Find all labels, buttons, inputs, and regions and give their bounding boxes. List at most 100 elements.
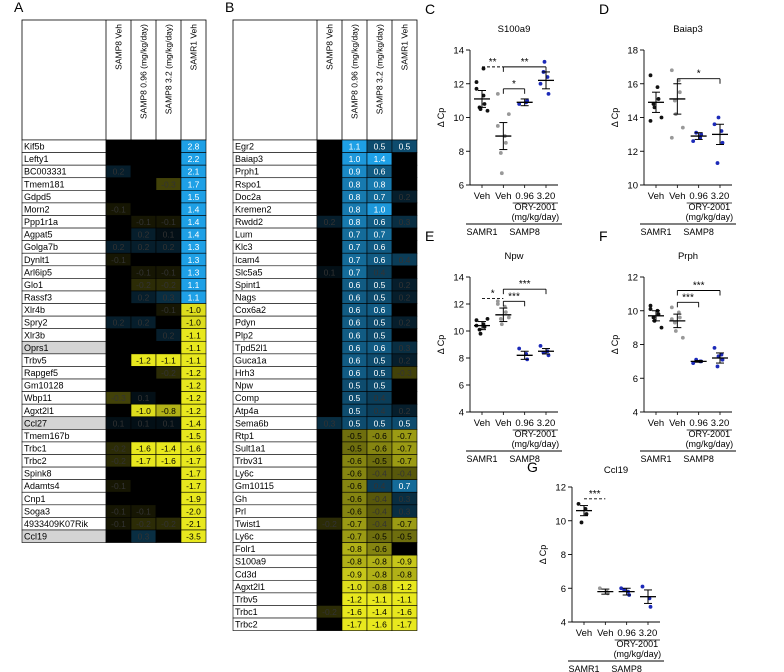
cell-value: -0.9 bbox=[397, 557, 412, 567]
gene-label: Adamts4 bbox=[24, 481, 60, 491]
gene-label: Plp2 bbox=[235, 330, 253, 340]
data-point bbox=[495, 302, 500, 306]
y-tick-label: 16 bbox=[627, 79, 638, 90]
gene-label: Ccl19 bbox=[24, 532, 47, 542]
gene-label: Ccl27 bbox=[24, 418, 47, 428]
gene-label: Slc5a5 bbox=[235, 267, 263, 277]
cell-value: 0.6 bbox=[374, 242, 386, 252]
cell-value: -1.4 bbox=[161, 444, 176, 454]
cell-value: -1.0 bbox=[347, 582, 362, 592]
gene-label: Xlr4b bbox=[24, 305, 45, 315]
dotplot-c: C S100a9 6 8 10 12 14 Δ Cp Veh Veh 0.96 3.20ORY-200… bbox=[425, 1, 562, 237]
cell-value: -0.7 bbox=[397, 444, 412, 454]
heatmap-cell bbox=[316, 579, 343, 594]
cell-value: -0.8 bbox=[372, 557, 387, 567]
cell-value: -0.9 bbox=[347, 569, 362, 579]
cell-value: -1.6 bbox=[136, 444, 151, 454]
data-point bbox=[525, 98, 530, 103]
y-tick-label: 6 bbox=[459, 181, 464, 192]
cell-value: -1.2 bbox=[186, 368, 201, 378]
cell-value: -0.1 bbox=[161, 305, 176, 315]
cell-value: 0.5 bbox=[374, 330, 386, 340]
gene-label: Cd3d bbox=[235, 569, 257, 579]
cell-value: -0.6 bbox=[347, 456, 362, 466]
cell-value: -1.1 bbox=[186, 355, 201, 365]
cell-value: 0.6 bbox=[349, 355, 361, 365]
data-point bbox=[538, 81, 543, 86]
heatmap-cell bbox=[316, 366, 343, 380]
data-point bbox=[498, 316, 503, 321]
cell-value: 1.1 bbox=[349, 142, 361, 152]
data-point bbox=[669, 317, 674, 322]
cell-value: -1.0 bbox=[186, 305, 201, 315]
group-label: SAMR1 bbox=[568, 664, 599, 672]
cell-value: 0.4 bbox=[374, 481, 386, 491]
cell-value: -0.5 bbox=[397, 532, 412, 542]
cell-value: 1.3 bbox=[188, 267, 200, 277]
y-axis-label: Δ Cp bbox=[610, 335, 620, 355]
data-point bbox=[474, 318, 479, 323]
cell-value: 1.4 bbox=[188, 230, 200, 240]
gene-label: Agpat5 bbox=[24, 230, 53, 240]
gene-label: Trbv31 bbox=[235, 456, 263, 466]
chart-title: Prph bbox=[678, 251, 698, 262]
gene-label: S100a9 bbox=[235, 557, 266, 567]
gene-label: Wbp11 bbox=[24, 393, 52, 403]
cell-value: -1.6 bbox=[186, 444, 201, 454]
significance-label: *** bbox=[519, 279, 531, 290]
gene-label: Agxt2l1 bbox=[235, 582, 265, 592]
cell-value: 0.1 bbox=[324, 267, 336, 277]
heatmap-cell bbox=[130, 479, 157, 493]
heatmap-cell bbox=[391, 617, 418, 631]
cell-value: -0.2 bbox=[111, 444, 126, 454]
y-tick-label: 10 bbox=[453, 327, 464, 338]
heatmap-cell bbox=[316, 479, 343, 493]
gene-label: Golga7b bbox=[24, 242, 58, 252]
cell-value: -1.0 bbox=[136, 406, 151, 416]
heatmap-cell bbox=[105, 278, 132, 292]
cell-value: -0.4 bbox=[372, 469, 387, 479]
column-header: SAMR1 Veh bbox=[400, 24, 410, 71]
data-point bbox=[691, 139, 696, 144]
treatment-unit-label: (mg/kg/day) bbox=[512, 212, 560, 222]
cell-value: 0.2 bbox=[138, 230, 150, 240]
heatmap-cell bbox=[105, 139, 132, 153]
chart-title: Npw bbox=[504, 251, 523, 262]
cell-value: -0.2 bbox=[161, 519, 176, 529]
cell-value: 0.5 bbox=[374, 142, 386, 152]
cell-value: 0.6 bbox=[349, 305, 361, 315]
cell-value: -1.1 bbox=[186, 343, 201, 353]
gene-label: Rapgef5 bbox=[24, 368, 58, 378]
data-point bbox=[672, 320, 677, 325]
x-tick-label: Veh bbox=[495, 418, 511, 429]
cell-value: 0.5 bbox=[349, 418, 361, 428]
panel-letter: G bbox=[527, 459, 538, 475]
cell-value: -0.7 bbox=[397, 431, 412, 441]
cell-value: 0.1 bbox=[138, 393, 150, 403]
heatmap-cell bbox=[130, 190, 157, 204]
heatmap-cell bbox=[316, 391, 343, 405]
data-point bbox=[698, 135, 703, 140]
cell-value: 0.1 bbox=[138, 418, 150, 428]
significance-label: ** bbox=[521, 57, 529, 68]
heatmap-cell bbox=[316, 139, 343, 153]
panel-letter: F bbox=[599, 228, 608, 244]
cell-value: -0.8 bbox=[372, 582, 387, 592]
group-label: SAMP8 bbox=[683, 227, 714, 237]
heatmap-cell bbox=[316, 164, 343, 179]
gene-label: Kif5b bbox=[24, 142, 45, 152]
cell-value: -1.6 bbox=[397, 607, 412, 617]
gene-label: Trbc1 bbox=[235, 607, 258, 617]
cell-value: -0.2 bbox=[136, 280, 151, 290]
heatmap-cell bbox=[391, 328, 418, 342]
gene-label: Gdpd5 bbox=[24, 192, 51, 202]
data-point bbox=[651, 315, 656, 320]
heatmap-cell bbox=[155, 391, 182, 405]
significance-label: * bbox=[491, 289, 495, 300]
gene-label: Dynlt1 bbox=[24, 255, 50, 265]
group-label: SAMR1 bbox=[640, 227, 671, 237]
cell-value: 1.0 bbox=[374, 204, 386, 214]
data-point bbox=[481, 93, 486, 98]
heatmap-cell bbox=[391, 542, 418, 556]
